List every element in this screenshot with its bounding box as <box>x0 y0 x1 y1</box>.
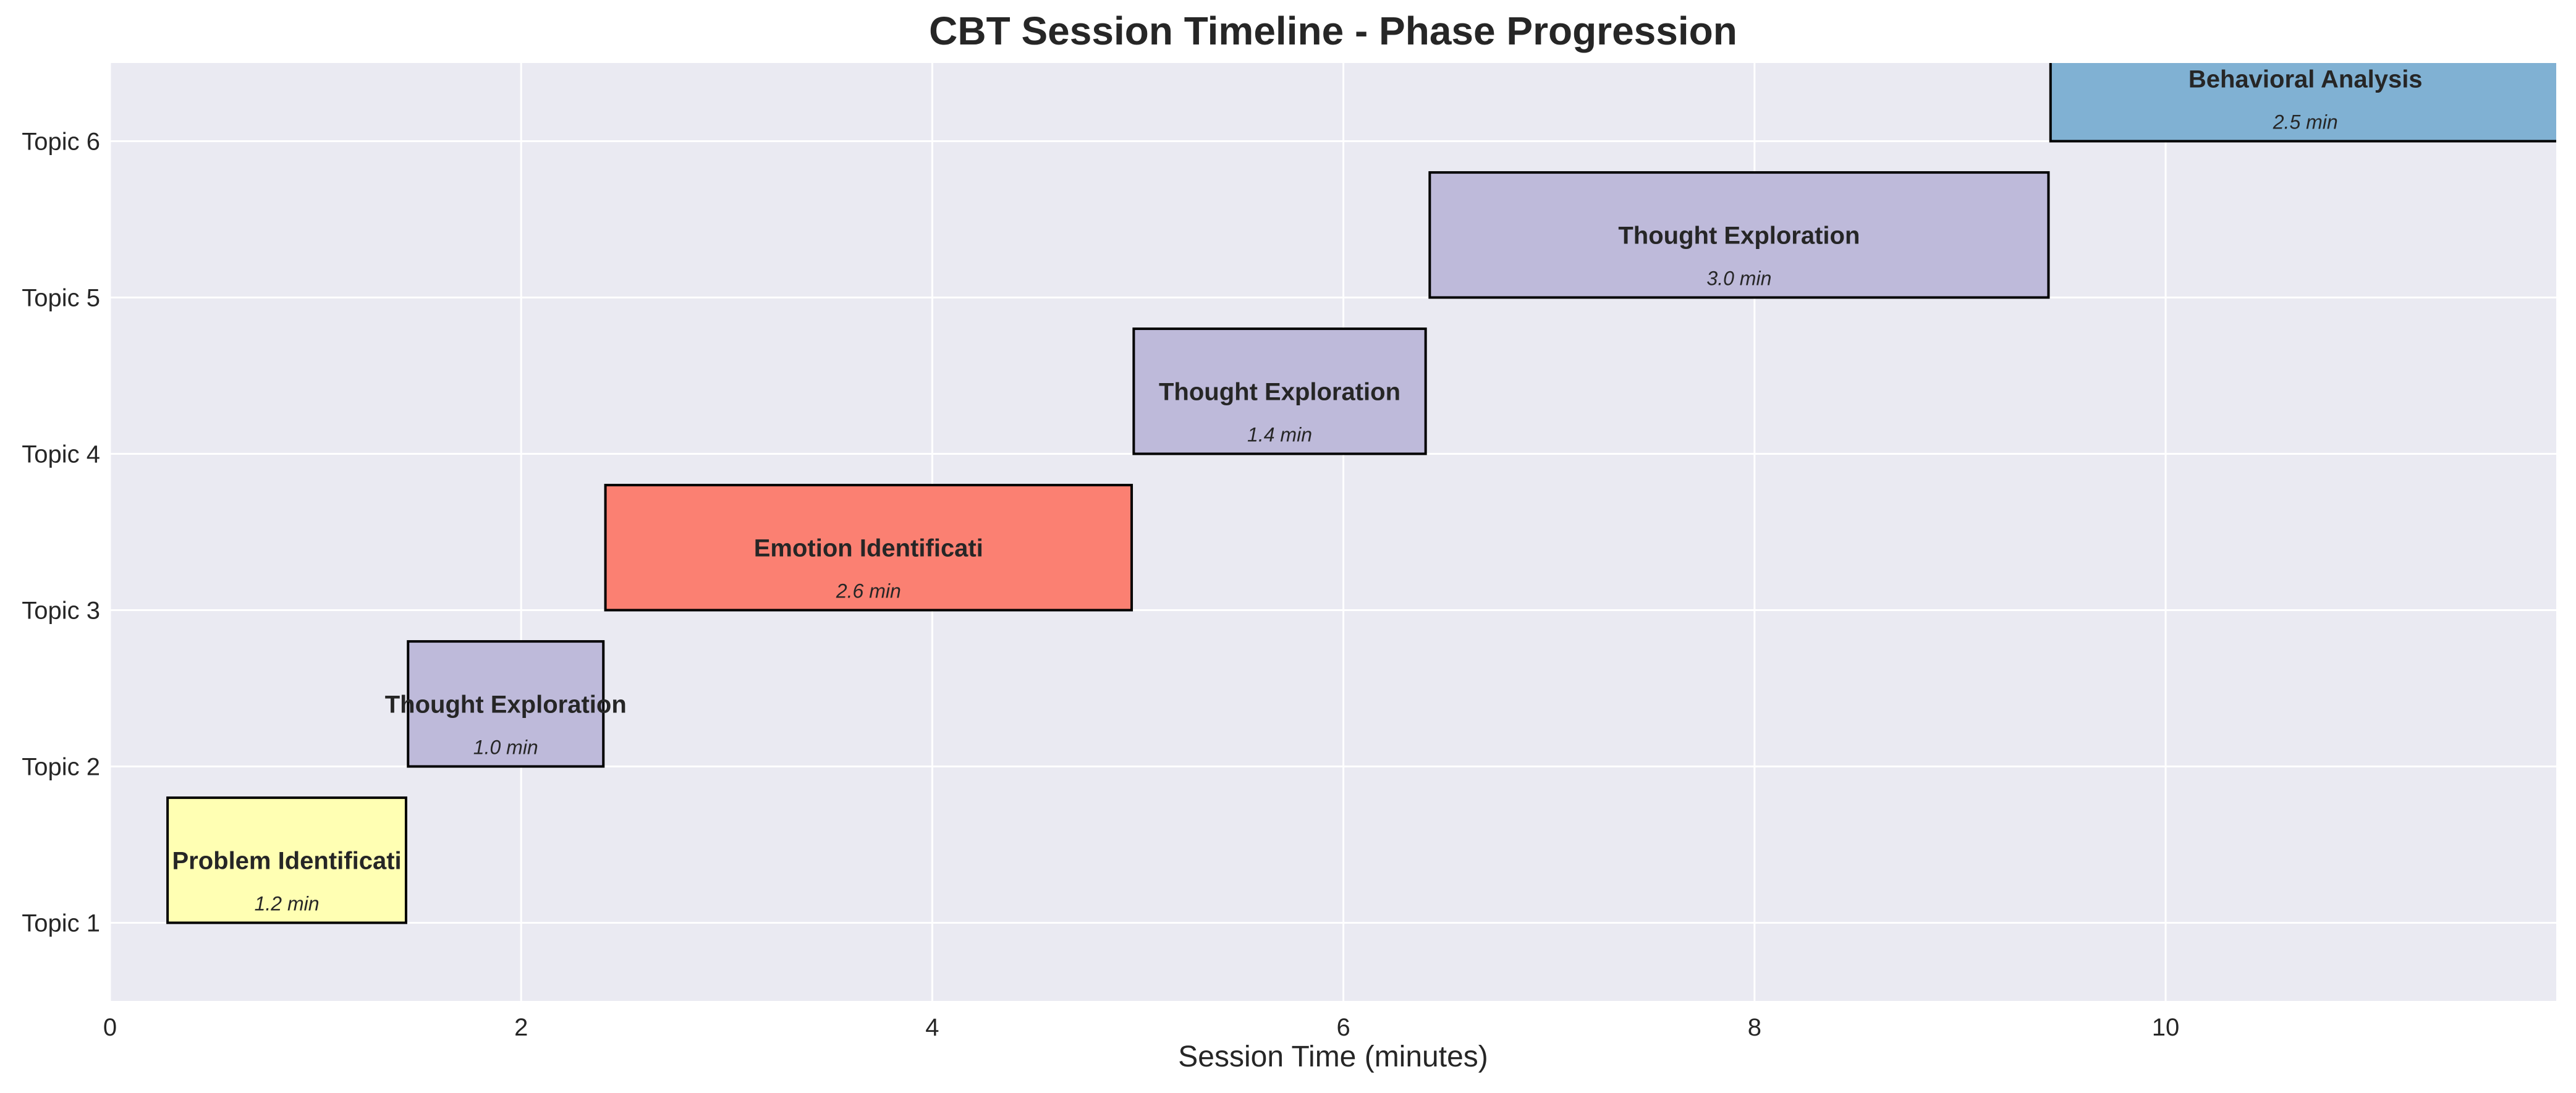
bar-duration-label: 2.6 min <box>836 580 901 602</box>
bar-duration-label: 1.0 min <box>473 736 538 759</box>
bar-duration-label: 1.4 min <box>1247 424 1312 446</box>
bar-duration-label: 1.2 min <box>255 893 320 915</box>
bar-phase-label: Emotion Identificati <box>754 534 983 562</box>
bar-duration-label: 2.5 min <box>2273 111 2338 133</box>
y-tick-label: Topic 3 <box>22 597 100 625</box>
x-axis: 0 2 4 6 8 10 <box>103 1014 2179 1041</box>
timeline-bar-group: Emotion Identificati 2.6 min <box>604 484 1133 612</box>
bar-phase-label: Behavioral Analysis <box>2188 65 2423 93</box>
y-axis: Topic 1 Topic 2 Topic 3 Topic 4 Topic 5 Topic… <box>22 129 100 937</box>
x-axis-label: Session Time (minutes) <box>1178 1040 1488 1073</box>
plot-area <box>110 63 2556 1001</box>
timeline-bar <box>1132 327 1427 455</box>
timeline-bar <box>604 484 1133 612</box>
bar-phase-label: Thought Exploration <box>1618 222 1860 249</box>
y-tick-label: Topic 4 <box>22 441 100 468</box>
timeline-bar-group: Thought Exploration 1.0 min <box>385 640 627 768</box>
chart-title: CBT Session Timeline - Phase Progression <box>929 9 1737 53</box>
x-tick-label: 8 <box>1748 1014 1761 1041</box>
timeline-bar-group: Behavioral Analysis 2.5 min <box>2049 63 2556 143</box>
timeline-bar-group: Thought Exploration 3.0 min <box>1428 171 2050 299</box>
x-tick-label: 2 <box>514 1014 528 1041</box>
timeline-bar <box>166 796 407 924</box>
bar-phase-label: Problem Identificati <box>172 847 401 874</box>
y-tick-label: Topic 1 <box>22 910 100 937</box>
x-tick-label: 4 <box>925 1014 939 1041</box>
y-tick-label: Topic 6 <box>22 129 100 156</box>
bar-duration-label: 3.0 min <box>1706 268 1771 290</box>
y-tick-label: Topic 2 <box>22 754 100 781</box>
timeline-bar-group: Thought Exploration 1.4 min <box>1132 327 1427 455</box>
x-tick-label: 10 <box>2152 1014 2180 1041</box>
y-tick-label: Topic 5 <box>22 285 100 312</box>
timeline-bar-group: Problem Identificati 1.2 min <box>166 796 407 924</box>
timeline-bar <box>1428 171 2050 299</box>
bar-phase-label: Thought Exploration <box>385 691 627 718</box>
bar-phase-label: Thought Exploration <box>1159 378 1400 405</box>
x-tick-label: 0 <box>103 1014 117 1041</box>
x-tick-label: 6 <box>1337 1014 1350 1041</box>
timeline-bar <box>407 640 605 768</box>
bars: Problem Identificati 1.2 min Thought Explo… <box>166 63 2556 924</box>
timeline-bar <box>2049 63 2556 143</box>
